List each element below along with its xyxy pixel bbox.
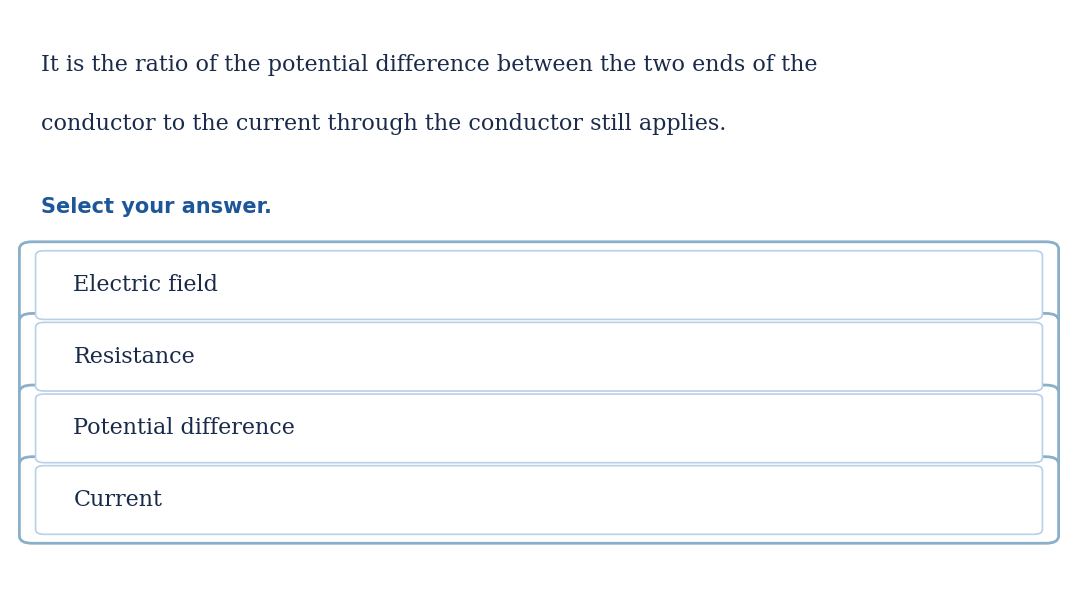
Text: Potential difference: Potential difference xyxy=(73,417,295,439)
Text: Resistance: Resistance xyxy=(73,346,195,368)
FancyBboxPatch shape xyxy=(19,313,1059,400)
Text: Select your answer.: Select your answer. xyxy=(41,197,272,217)
Text: It is the ratio of the potential difference between the two ends of the: It is the ratio of the potential differe… xyxy=(41,54,817,76)
FancyBboxPatch shape xyxy=(19,242,1059,328)
FancyBboxPatch shape xyxy=(36,466,1042,534)
FancyBboxPatch shape xyxy=(19,457,1059,543)
FancyBboxPatch shape xyxy=(36,251,1042,319)
FancyBboxPatch shape xyxy=(36,322,1042,391)
FancyBboxPatch shape xyxy=(19,385,1059,472)
Text: Current: Current xyxy=(73,489,163,511)
FancyBboxPatch shape xyxy=(36,394,1042,463)
Text: conductor to the current through the conductor still applies.: conductor to the current through the con… xyxy=(41,113,727,136)
Text: Electric field: Electric field xyxy=(73,274,219,296)
